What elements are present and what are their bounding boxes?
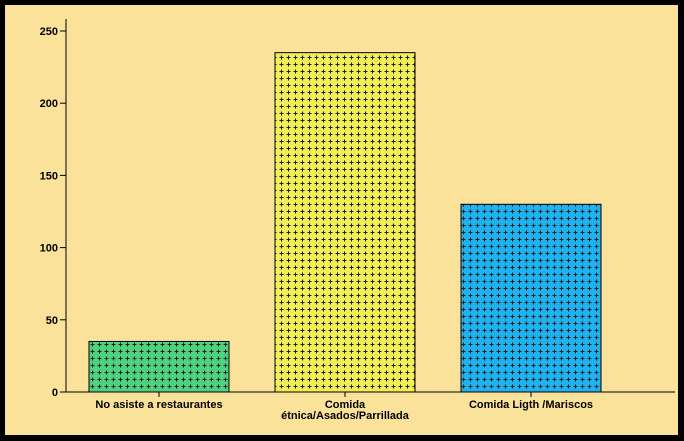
y-tick-label: 0 bbox=[52, 387, 58, 399]
bar-chart: 0 50 100 150 200 250 No asiste a restaurantes C… bbox=[40, 19, 675, 422]
x-tick-label: Comida étnica/Asados/Parrillada bbox=[281, 399, 410, 422]
y-tick-label: 200 bbox=[40, 98, 58, 110]
plot-area: 0 50 100 150 200 250 No asiste a restaurantes C… bbox=[40, 19, 675, 422]
y-tick-label: 50 bbox=[46, 315, 58, 327]
y-tick-label: 100 bbox=[40, 243, 58, 255]
bar-3 bbox=[460, 203, 602, 393]
y-tick-label: 250 bbox=[40, 26, 58, 38]
x-tick-label: No asiste a restaurantes bbox=[95, 399, 222, 411]
x-tick-label: Comida Ligth /Mariscos bbox=[469, 399, 593, 411]
bar-2 bbox=[274, 52, 416, 393]
chart-frame: 0 50 100 150 200 250 No asiste a restaurantes C… bbox=[5, 5, 678, 435]
y-tick-label: 150 bbox=[40, 170, 58, 182]
bar-1 bbox=[88, 340, 230, 393]
